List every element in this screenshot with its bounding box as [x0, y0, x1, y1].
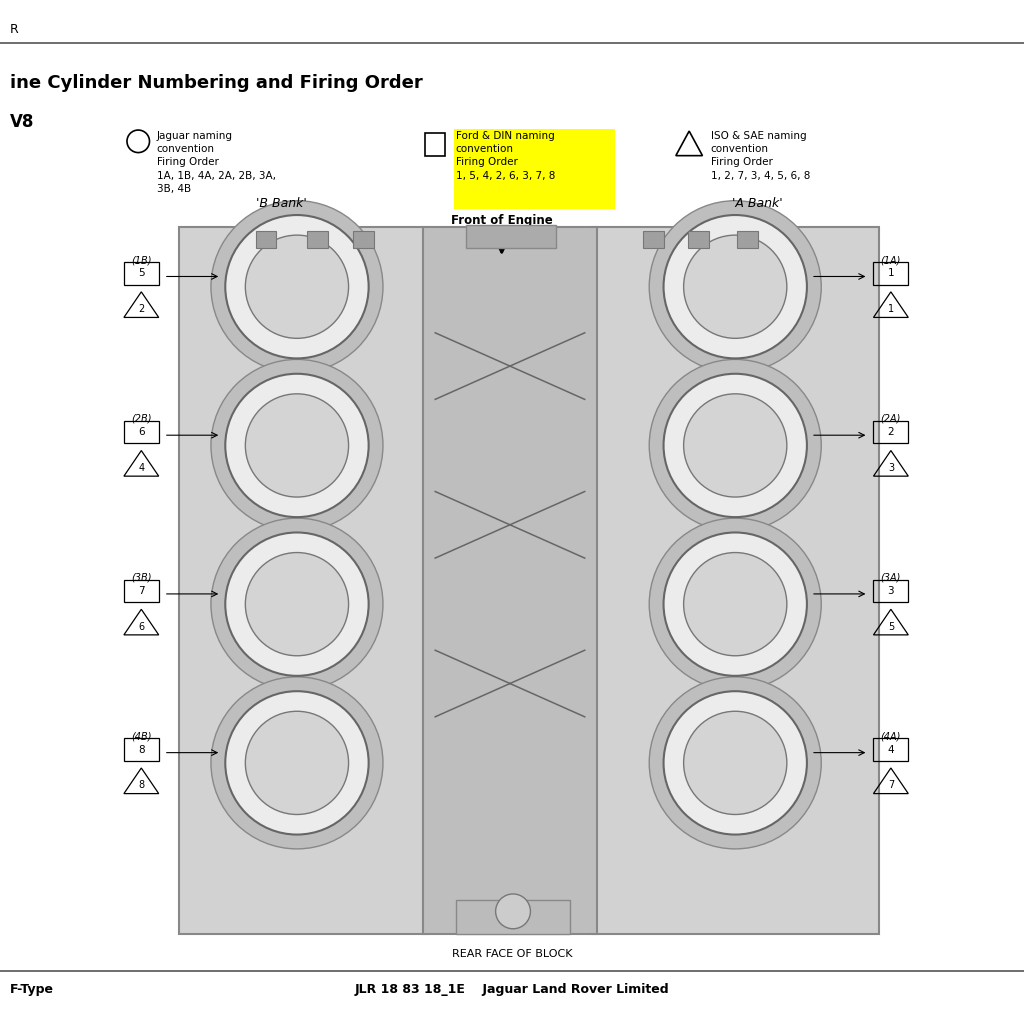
Bar — [643, 231, 664, 248]
Text: (2B): (2B) — [131, 414, 152, 424]
Circle shape — [684, 236, 786, 338]
Bar — [124, 580, 159, 602]
Circle shape — [664, 691, 807, 835]
Text: 5: 5 — [888, 622, 894, 632]
Text: ine Cylinder Numbering and Firing Order: ine Cylinder Numbering and Firing Order — [10, 74, 423, 92]
Bar — [179, 227, 428, 934]
Circle shape — [211, 201, 383, 373]
Circle shape — [649, 677, 821, 849]
Bar — [737, 231, 758, 248]
Circle shape — [649, 201, 821, 373]
FancyBboxPatch shape — [454, 129, 615, 209]
Text: 6: 6 — [138, 622, 144, 632]
Text: 4: 4 — [888, 744, 894, 755]
Bar — [873, 738, 908, 761]
Text: 4: 4 — [138, 463, 144, 473]
Text: Ford & DIN naming
convention
Firing Order
1, 5, 4, 2, 6, 3, 7, 8: Ford & DIN naming convention Firing Orde… — [456, 131, 555, 180]
Bar — [124, 738, 159, 761]
Circle shape — [211, 677, 383, 849]
Text: 'A Bank': 'A Bank' — [732, 197, 783, 210]
Text: R: R — [10, 23, 19, 36]
Text: (1B): (1B) — [131, 255, 152, 265]
Bar — [425, 133, 445, 156]
Text: 5: 5 — [138, 268, 144, 279]
Circle shape — [211, 359, 383, 531]
Text: 2: 2 — [888, 427, 894, 437]
Circle shape — [649, 359, 821, 531]
Text: JLR 18 83 18_1E    Jaguar Land Rover Limited: JLR 18 83 18_1E Jaguar Land Rover Limite… — [354, 983, 670, 996]
Text: 2: 2 — [138, 304, 144, 314]
Text: (2A): (2A) — [881, 414, 901, 424]
Text: 6: 6 — [138, 427, 144, 437]
Text: V8: V8 — [10, 113, 35, 131]
Circle shape — [225, 215, 369, 358]
Bar — [873, 580, 908, 602]
Circle shape — [211, 518, 383, 690]
Bar — [873, 421, 908, 443]
Text: 7: 7 — [138, 586, 144, 596]
Circle shape — [664, 532, 807, 676]
Circle shape — [496, 894, 530, 929]
Bar — [353, 231, 374, 248]
Bar — [466, 225, 556, 248]
Text: 'B Bank': 'B Bank' — [256, 197, 307, 210]
Bar — [873, 262, 908, 285]
Text: (3B): (3B) — [131, 572, 152, 583]
Circle shape — [684, 712, 786, 814]
Text: Front of Engine: Front of Engine — [451, 214, 553, 227]
Circle shape — [684, 553, 786, 655]
Bar — [456, 900, 570, 934]
Bar — [423, 227, 597, 934]
Circle shape — [225, 532, 369, 676]
Text: (1A): (1A) — [881, 255, 901, 265]
Circle shape — [246, 236, 348, 338]
Circle shape — [684, 394, 786, 497]
Bar — [592, 227, 879, 934]
Text: 8: 8 — [138, 780, 144, 791]
Text: 1: 1 — [888, 304, 894, 314]
Bar — [124, 421, 159, 443]
Text: (3A): (3A) — [881, 572, 901, 583]
Text: 1: 1 — [888, 268, 894, 279]
Circle shape — [246, 712, 348, 814]
Text: 3: 3 — [888, 463, 894, 473]
Text: (4A): (4A) — [881, 731, 901, 741]
Text: F-Type: F-Type — [10, 983, 54, 996]
Bar — [688, 231, 709, 248]
Text: REAR FACE OF BLOCK: REAR FACE OF BLOCK — [452, 949, 572, 959]
Text: Jaguar naming
convention
Firing Order
1A, 1B, 4A, 2A, 2B, 3A,
3B, 4B: Jaguar naming convention Firing Order 1A… — [157, 131, 275, 194]
Text: 3: 3 — [888, 586, 894, 596]
Text: 8: 8 — [138, 744, 144, 755]
Text: 7: 7 — [888, 780, 894, 791]
Text: (4B): (4B) — [131, 731, 152, 741]
Text: ISO & SAE naming
convention
Firing Order
1, 2, 7, 3, 4, 5, 6, 8: ISO & SAE naming convention Firing Order… — [711, 131, 810, 180]
Circle shape — [246, 394, 348, 497]
Bar — [307, 231, 328, 248]
Bar — [256, 231, 276, 248]
Circle shape — [664, 374, 807, 517]
Circle shape — [649, 518, 821, 690]
Bar — [124, 262, 159, 285]
Circle shape — [225, 374, 369, 517]
Circle shape — [246, 553, 348, 655]
Circle shape — [225, 691, 369, 835]
Circle shape — [664, 215, 807, 358]
